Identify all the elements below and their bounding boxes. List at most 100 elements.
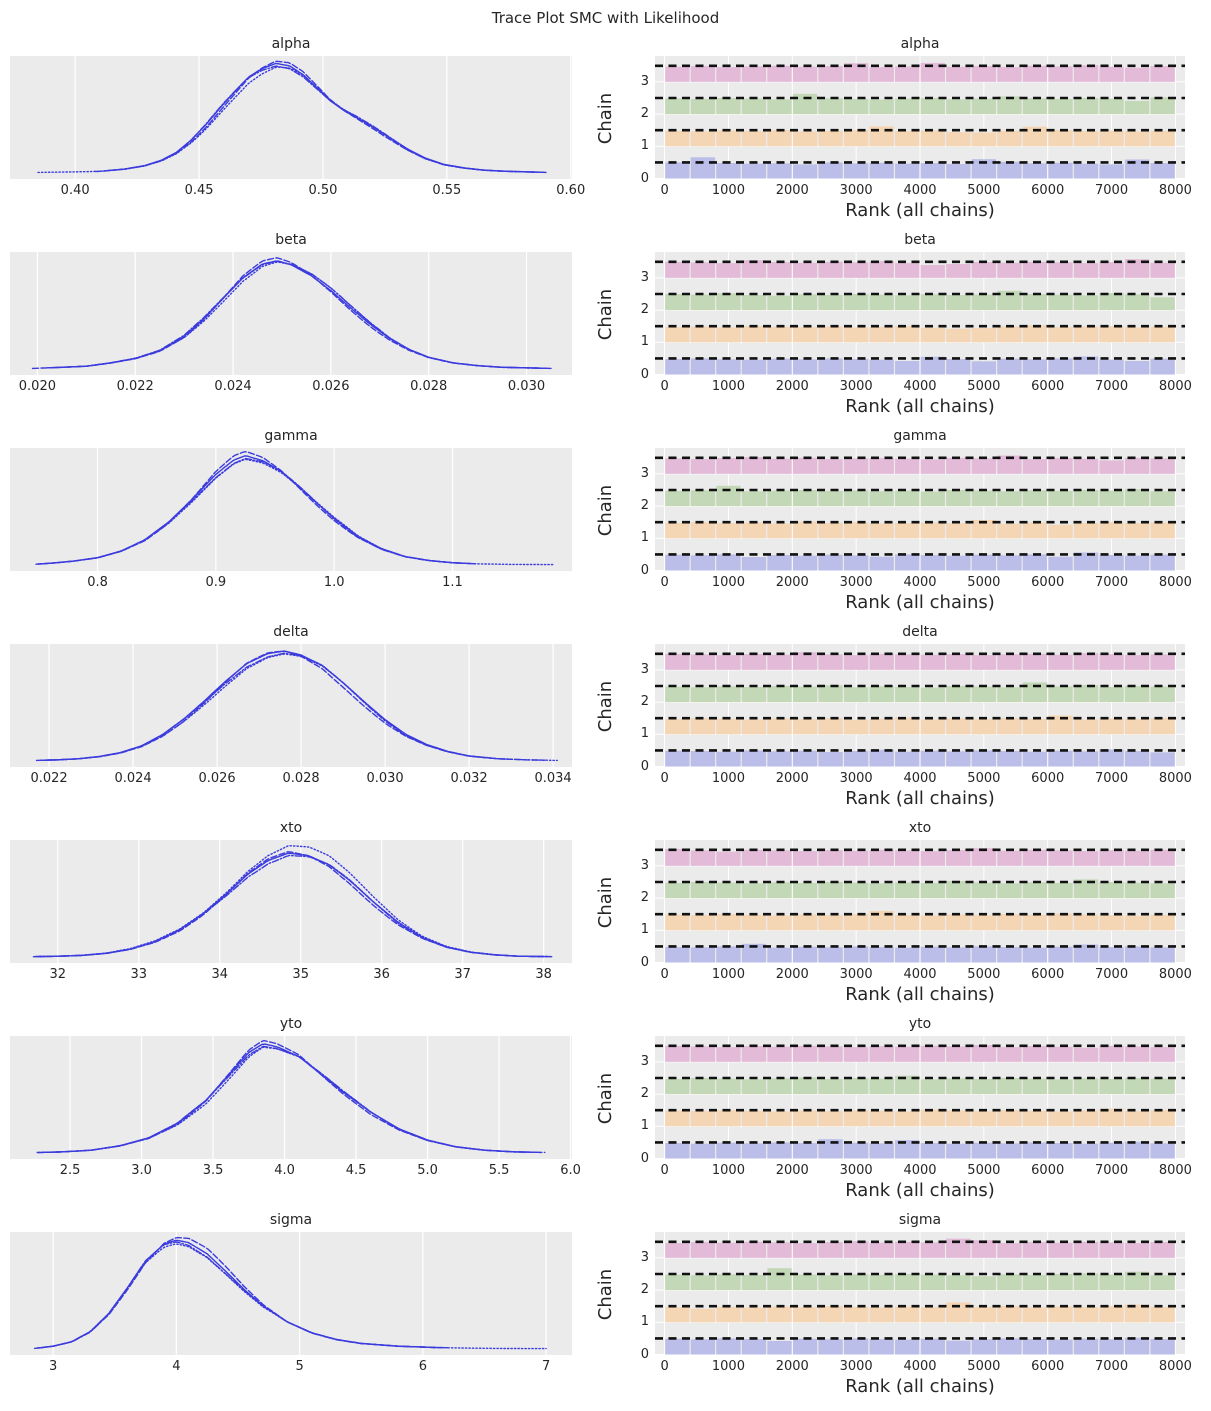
rank-bar-chain-3 [895,263,920,278]
rank-bar-chain-2 [843,687,869,703]
rank-bar-chain-0 [1048,1143,1073,1159]
rank-bar-chain-0 [741,163,767,179]
rank-bar-chain-1 [1073,914,1099,931]
rank-bar-chain-3 [971,66,997,82]
rank-bar-chain-3 [1048,654,1073,670]
x-tick-label: 3 [48,1359,58,1374]
rank-bar-chain-2 [1150,1078,1175,1095]
rank-bar-chain-1 [997,523,1022,539]
rank-x-tick-label: 1000 [711,379,745,394]
rank-y-tick-label: 3 [640,269,649,285]
rank-bar-chain-3 [843,850,869,866]
rank-x-tick-label: 2000 [775,183,809,198]
rank-bar-chain-0 [716,554,741,571]
rank-bar-chain-0 [1124,1337,1150,1355]
rank-y-tick-label: 1 [640,530,649,546]
rank-x-tick-label: 2000 [775,967,809,982]
row-gamma: gamma 0.8 0.9 1.0 1.1 gamma 0 1000 2000 3000 4000 5… [0,422,1211,618]
rank-bar-chain-2 [665,490,690,507]
x-tick-label: 2.5 [59,1163,81,1178]
rank-bar-chain-0 [1048,358,1073,375]
rank-bar-chain-2 [1073,879,1099,899]
rank-bar-chain-3 [1048,1046,1073,1062]
rank-bar-chain-3 [920,62,945,82]
rank-bar-chain-1 [665,1110,690,1127]
rank-bar-chain-0 [1048,946,1073,963]
x-tick-label: 0.022 [116,379,154,394]
rank-bar-chain-2 [869,294,894,311]
rank-bar-chain-1 [792,521,818,539]
rank-bar-chain-0 [920,1143,945,1159]
figure-title: Trace Plot SMC with Likelihood [491,9,720,27]
rank-x-tick-label: 2000 [775,379,809,394]
rank-bar-chain-1 [946,914,971,931]
rank-bar-chain-1 [869,326,894,343]
rank-bar-chain-0 [997,555,1022,571]
rank-bar-chain-3 [946,1238,971,1258]
rank-bar-chain-1 [1150,1110,1175,1127]
rank-bar-chain-1 [895,717,920,735]
rank-bar-chain-0 [920,946,945,963]
rank-bar-chain-3 [741,1046,767,1062]
rank-bar-chain-3 [665,66,690,82]
rank-bar-chain-2 [997,687,1022,703]
rank-bar-chain-3 [869,67,894,82]
rank-bar-chain-3 [741,654,767,670]
rank-bar-chain-0 [843,555,869,571]
rank-bar-chain-0 [1022,554,1048,571]
rank-bar-chain-0 [1099,1142,1124,1159]
rank-bar-chain-0 [946,1143,971,1159]
rank-bar-chain-1 [1073,326,1099,343]
rank-bar-chain-3 [869,1046,894,1062]
rank-bar-chain-3 [997,1243,1022,1258]
x-tick-label: 7 [541,1359,551,1374]
rank-bar-chain-0 [997,947,1022,963]
rank-bar-chain-0 [895,751,920,767]
rank-bar-chain-3 [843,262,869,278]
rank-y-tick-label: 1 [640,726,649,742]
rank-bar-chain-2 [1048,1274,1073,1291]
rank-bar-chain-1 [665,130,690,147]
row-xto: xto 32 33 34 35 36 37 38 xto 0 1000 2000 3000 4000 500… [0,814,1211,1010]
rank-bar-chain-1 [1099,718,1124,735]
rank-bar-chain-2 [1048,490,1073,507]
rank-bar-chain-3 [716,458,741,474]
rank-bar-chain-1 [690,1308,716,1323]
rank-y-tick-label: 3 [640,1053,649,1069]
rank-bar-chain-1 [869,718,894,735]
x-tick-label: 0.032 [450,771,488,786]
rank-x-tick-label: 8000 [1158,575,1192,590]
rank-bar-chain-0 [971,361,997,375]
rank-bar-chain-3 [997,850,1022,866]
rank-bar-chain-2 [1099,1274,1124,1291]
rank-bar-chain-2 [690,98,716,115]
rank-bar-chain-2 [767,882,792,899]
rank-y-tick-label: 2 [640,302,649,318]
rank-y-tick-label: 0 [640,562,649,578]
rank-bar-chain-2 [946,1078,971,1095]
rank-bar-chain-0 [1150,163,1175,179]
rank-bar-chain-2 [1099,1078,1124,1095]
rank-plot-gamma [655,448,1185,571]
rank-bar-chain-3 [690,262,716,278]
rank-bar-chain-0 [690,1339,716,1355]
rank-bar-chain-0 [716,946,741,963]
rank-bar-chain-1 [971,719,997,735]
rank-bar-chain-0 [716,163,741,179]
rank-x-tick-label: 0 [660,575,669,590]
rank-bar-chain-3 [767,1046,792,1062]
rank-bar-chain-2 [716,1078,741,1095]
rank-xlabel: Rank (all chains) [845,1180,995,1201]
rank-bar-chain-0 [1150,554,1175,571]
kde-plot-yto [10,1036,572,1159]
rank-bar-chain-2 [1022,98,1048,115]
rank-bar-chain-3 [1073,65,1099,82]
rank-bar-chain-2 [690,687,716,703]
rank-bar-chain-1 [665,1307,690,1323]
rank-bar-chain-1 [895,1306,920,1323]
rank-bar-chain-1 [1150,522,1175,539]
rank-bar-chain-2 [869,99,894,115]
rank-x-tick-label: 6000 [1031,1359,1065,1374]
rank-bar-chain-0 [971,1339,997,1355]
rank-bar-chain-1 [1124,915,1150,931]
